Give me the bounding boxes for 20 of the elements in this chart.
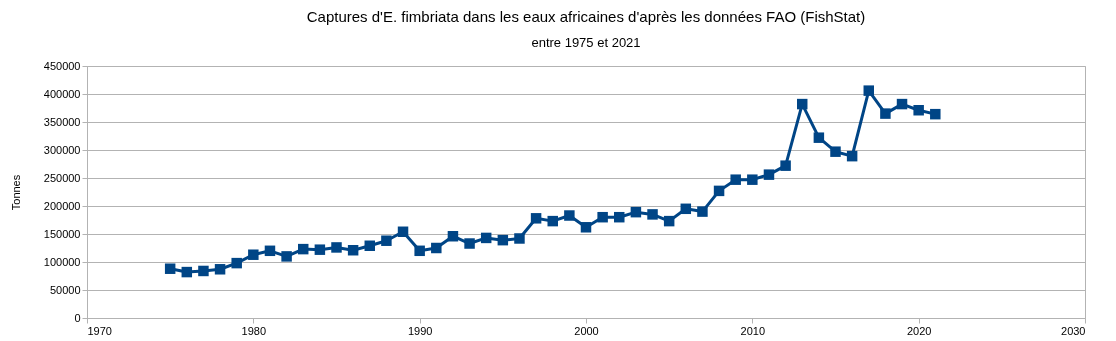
x-tick-label: 1980 xyxy=(241,324,267,337)
y-tick-label: 100000 xyxy=(43,255,81,268)
x-tick-label: 2000 xyxy=(574,324,599,337)
x-tick-label: 2030 xyxy=(1061,324,1086,337)
y-tick-label: 150000 xyxy=(43,227,81,240)
y-tick-label: 50000 xyxy=(49,283,81,296)
chart-title: Captures d'E. fimbriata dans les eaux africaines d'après les données FAO (FishStat) xyxy=(306,8,866,25)
x-tick-label: 2020 xyxy=(906,324,932,337)
y-tick-label: 400000 xyxy=(43,87,81,100)
y-axis-title: Tonnes xyxy=(9,174,22,211)
y-tick-label: 200000 xyxy=(43,199,81,212)
x-tick-label: 1990 xyxy=(407,324,433,337)
y-tick-label: 450000 xyxy=(43,59,81,72)
x-tick-label: 2010 xyxy=(740,324,766,337)
y-tick-label: 0 xyxy=(74,311,81,324)
x-tick-label: 1970 xyxy=(87,324,112,337)
y-tick-label: 300000 xyxy=(43,143,81,156)
y-tick-label: 250000 xyxy=(43,171,81,184)
chart-subtitle: entre 1975 et 2021 xyxy=(531,35,641,50)
y-tick-label: 350000 xyxy=(43,115,81,128)
